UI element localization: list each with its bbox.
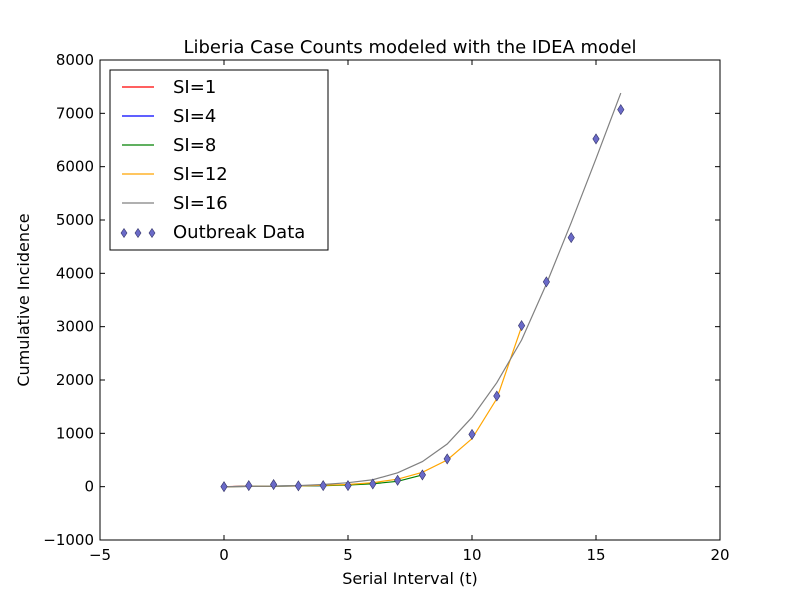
y-tick-label: 0 bbox=[84, 478, 94, 496]
y-axis-label: Cumulative Incidence bbox=[14, 213, 33, 386]
data-point bbox=[493, 390, 501, 402]
x-axis-label: Serial Interval (t) bbox=[342, 569, 477, 588]
legend: SI=1 SI=4 SI=8 SI=12 SI=16 Outbreak Data bbox=[109, 69, 329, 251]
legend-label-si-16: SI=16 bbox=[173, 193, 228, 214]
y-tick-label: 4000 bbox=[56, 264, 94, 282]
legend-label-si-1: SI=1 bbox=[173, 77, 216, 98]
data-point bbox=[245, 480, 253, 492]
x-tick-label: 10 bbox=[462, 546, 481, 564]
data-point bbox=[617, 104, 625, 116]
series-line-si-16 bbox=[223, 92, 622, 488]
legend-label-si-4: SI=4 bbox=[173, 106, 216, 127]
data-point bbox=[443, 453, 451, 465]
data-point bbox=[220, 481, 228, 493]
x-tick-label: −5 bbox=[89, 546, 111, 564]
legend-box bbox=[109, 69, 329, 251]
legend-label-si-8: SI=8 bbox=[173, 135, 216, 156]
legend-label-outbreak-data: Outbreak Data bbox=[173, 222, 305, 243]
y-tick-label: 8000 bbox=[56, 51, 94, 69]
y-tick-label: −1000 bbox=[43, 531, 94, 549]
data-point bbox=[418, 469, 426, 481]
data-point bbox=[344, 480, 352, 492]
y-tick-label: 5000 bbox=[56, 211, 94, 229]
plot-frame bbox=[99, 59, 721, 541]
x-tick-label: 20 bbox=[710, 546, 729, 564]
data-point bbox=[369, 478, 377, 490]
data-point bbox=[319, 480, 327, 492]
x-tick-label: 0 bbox=[219, 546, 229, 564]
legend-label-si-12: SI=12 bbox=[173, 164, 228, 185]
legend-swatch-outbreak-data bbox=[120, 227, 128, 239]
y-tick-label: 1000 bbox=[56, 424, 94, 442]
x-tick-label: 5 bbox=[343, 546, 353, 564]
legend-swatch-outbreak-data bbox=[134, 227, 142, 239]
y-tick-label: 7000 bbox=[56, 104, 94, 122]
data-point bbox=[468, 428, 476, 440]
data-point bbox=[567, 232, 575, 244]
y-tick-label: 3000 bbox=[56, 318, 94, 336]
y-tick-label: 6000 bbox=[56, 158, 94, 176]
x-tick-label: 15 bbox=[586, 546, 605, 564]
data-point bbox=[592, 133, 600, 145]
data-point bbox=[542, 276, 550, 288]
data-point bbox=[394, 474, 402, 486]
chart-title: Liberia Case Counts modeled with the IDE… bbox=[183, 37, 636, 58]
y-tick-label: 2000 bbox=[56, 371, 94, 389]
data-point bbox=[518, 320, 526, 332]
data-point bbox=[294, 480, 302, 492]
legend-swatch-outbreak-data bbox=[148, 227, 156, 239]
data-point bbox=[270, 478, 278, 491]
